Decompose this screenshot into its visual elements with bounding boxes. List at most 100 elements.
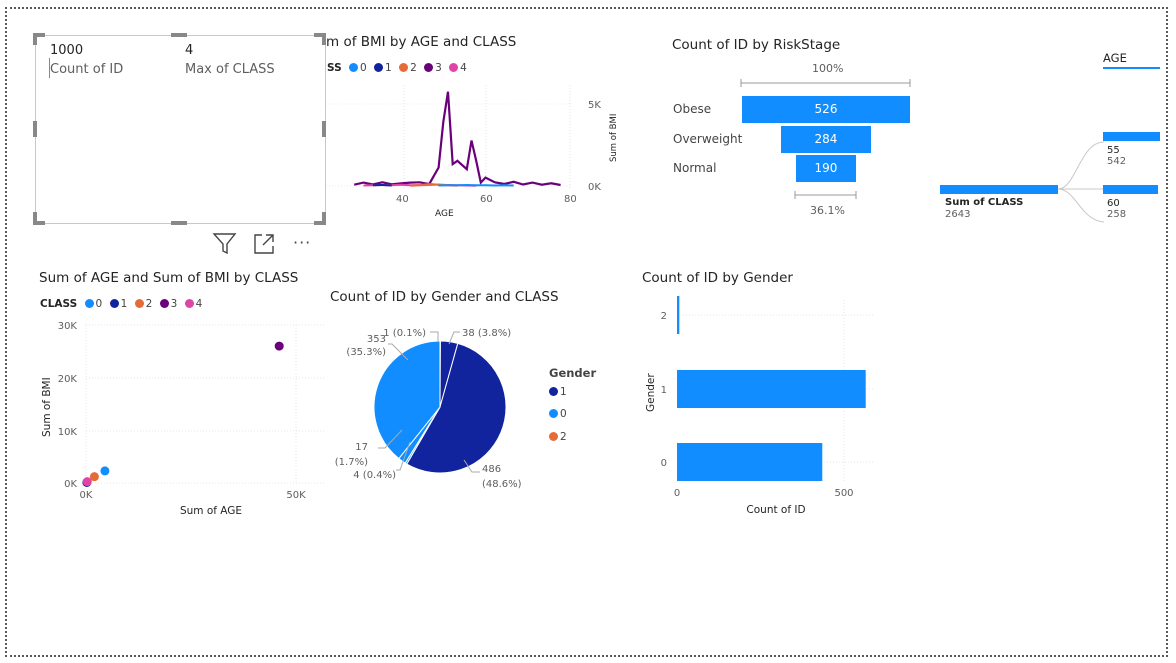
- legend-label-2: 2: [145, 298, 153, 310]
- funnel-bottom-bracket: [794, 191, 857, 199]
- decomp-node-value: 542: [1107, 156, 1127, 167]
- decomp-connectors: [1058, 141, 1104, 223]
- gender-bar-title: Count of ID by Gender: [642, 270, 793, 286]
- scatter-point-2[interactable]: [89, 472, 99, 482]
- scatter-legend-title: CLASS: [40, 298, 78, 310]
- gender-bars-group: 2 1 0: [661, 296, 866, 481]
- line-series-group: [353, 91, 561, 187]
- decomp-root-label: Sum of CLASS: [945, 197, 1024, 208]
- gender-bar[interactable]: [677, 370, 866, 408]
- resize-handle-right[interactable]: [322, 121, 326, 137]
- pie-legend-item-1: 1: [549, 386, 567, 398]
- legend-label-0: 0: [360, 62, 367, 74]
- scatter-legend: CLASS 0 1 2 3 4: [40, 298, 202, 310]
- x-tick: 0: [674, 488, 680, 499]
- x-tick: 50K: [286, 490, 306, 501]
- pie-leader-lines: [378, 331, 480, 473]
- resize-handle-bottom[interactable]: [171, 221, 187, 225]
- pie-legend-title: Gender: [549, 366, 597, 380]
- resize-handle-left[interactable]: [33, 121, 37, 137]
- funnel-top-bracket: [740, 79, 911, 87]
- filter-icon[interactable]: [212, 232, 238, 256]
- max-of-class-value: 4: [185, 43, 194, 58]
- resize-handle-bottom-right[interactable]: [314, 221, 326, 225]
- legend-label-4: 4: [460, 62, 467, 74]
- gender-bar[interactable]: [677, 296, 680, 334]
- scatter-point-0[interactable]: [100, 466, 110, 476]
- y-tick: 1: [661, 385, 667, 396]
- resize-handle-bottom-left[interactable]: [33, 221, 45, 225]
- legend-label-2: 2: [410, 62, 417, 74]
- scatter-point-3[interactable]: [274, 341, 284, 351]
- scatter-point-4[interactable]: [82, 477, 92, 487]
- legend-dot-2: [134, 299, 144, 308]
- line-chart[interactable]: 5K 0K 40 60 80 AGE Sum of BMI: [326, 80, 626, 225]
- funnel-category-label: Overweight: [673, 131, 743, 146]
- gender-bar-chart[interactable]: 2 1 0 0 500 Count of ID Gender: [640, 295, 890, 520]
- pie-label: 4 (0.4%): [353, 470, 396, 481]
- x-tick: 60: [480, 194, 493, 205]
- focus-mode-icon[interactable]: [252, 232, 278, 256]
- resize-handle-top-right-v[interactable]: [322, 33, 326, 45]
- y-tick: 0K: [588, 182, 601, 193]
- x-tick: 80: [564, 194, 577, 205]
- resize-handle-bottom-left-v[interactable]: [33, 212, 37, 224]
- scatter-title: Sum of AGE and Sum of BMI by CLASS: [39, 270, 299, 286]
- line-series-3[interactable]: [353, 91, 561, 187]
- y-axis-title: Gender: [645, 373, 657, 412]
- decomp-node-value: 258: [1107, 209, 1127, 220]
- decomp-node-label: 55: [1107, 145, 1120, 156]
- x-axis-title: Sum of AGE: [180, 505, 242, 517]
- decomp-node-bar[interactable]: [1103, 185, 1158, 194]
- legend-dot-3: [159, 299, 169, 308]
- decomp-node-bar[interactable]: [1103, 132, 1160, 141]
- pie-label: 38 (3.8%): [462, 328, 511, 339]
- count-of-id-label: Count of ID: [50, 62, 124, 77]
- decomp-root-bar[interactable]: [940, 185, 1058, 194]
- resize-handle-top-right[interactable]: [314, 33, 326, 37]
- card-visual[interactable]: 1000 Count of ID 4 Max of CLASS: [35, 35, 326, 224]
- funnel-category-label: Normal: [673, 161, 717, 175]
- funnel-bar[interactable]: 526: [742, 96, 910, 123]
- gender-bar[interactable]: [677, 443, 823, 481]
- resize-handle-bottom-right-v[interactable]: [322, 212, 326, 224]
- resize-handle-top-left[interactable]: [33, 33, 45, 37]
- pie-chart[interactable]: 1 (0.1%) 38 (3.8%) 353 (35.3%) 17 (1.7%)…: [330, 320, 540, 500]
- resize-handle-top-left-v[interactable]: [33, 33, 37, 45]
- line-series-1[interactable]: [372, 183, 392, 187]
- y-tick: 5K: [588, 100, 601, 111]
- more-options-icon[interactable]: ···: [293, 233, 312, 252]
- funnel-bar[interactable]: 190: [795, 155, 857, 182]
- legend-label-3: 3: [170, 298, 178, 310]
- pie-legend-item-2: 2: [549, 431, 567, 443]
- legend-dot-1: [109, 299, 119, 308]
- legend-dot-0: [349, 63, 358, 72]
- x-axis-title: Count of ID: [746, 504, 805, 516]
- legend-label-1: 1: [385, 62, 392, 74]
- legend-dot-0: [549, 409, 558, 418]
- pie-slice[interactable]: [373, 340, 441, 460]
- pie-label: 17: [355, 442, 368, 453]
- line-chart-legend: SS 0 1 2 3 4: [327, 62, 467, 74]
- legend-label-4: 4: [195, 298, 203, 310]
- pie-title: Count of ID by Gender and CLASS: [330, 289, 559, 305]
- decomp-node-label: 60: [1107, 198, 1120, 209]
- resize-handle-top[interactable]: [171, 33, 187, 37]
- legend-dot-0: [84, 299, 94, 308]
- text-cursor: [49, 58, 50, 78]
- y-tick: 0: [661, 458, 667, 469]
- pie-label: 1 (0.1%): [383, 328, 426, 339]
- x-tick: 40: [396, 194, 409, 205]
- count-of-id-value: 1000: [50, 43, 84, 58]
- pie-label: 486: [482, 464, 501, 475]
- pie-slices-group: [373, 340, 507, 474]
- pie-slice[interactable]: [406, 342, 507, 474]
- funnel-category-label: Obese: [673, 102, 712, 116]
- legend-label: 1: [560, 386, 567, 398]
- line-series-0[interactable]: [438, 183, 514, 187]
- decomp-header: AGE: [1103, 51, 1127, 65]
- scatter-chart[interactable]: 30K 20K 10K 0K 0K 50K Sum of AGE Sum of …: [36, 315, 328, 525]
- funnel-bar[interactable]: 284: [780, 125, 872, 153]
- legend-dot-4: [184, 299, 194, 308]
- y-axis-title: Sum of BMI: [609, 114, 619, 162]
